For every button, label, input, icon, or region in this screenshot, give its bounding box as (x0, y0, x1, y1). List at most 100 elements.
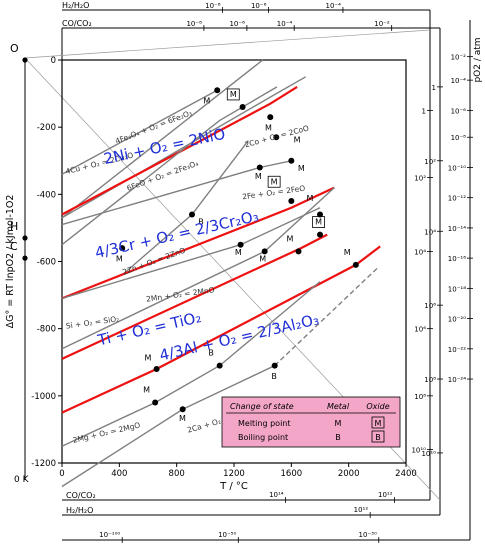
bottom-axis-tick-label: 10⁻³⁰ (359, 531, 377, 539)
series-line (61, 85, 298, 216)
right-axis-tick-label: 10¹⁰ (421, 450, 436, 458)
change-point (295, 248, 302, 255)
legend-row-label: Boiling point (238, 433, 288, 442)
change-point-label: M (203, 97, 210, 106)
bottom-axis-tick-label: 10⁻¹⁰⁰ (99, 531, 120, 539)
change-point-label: M (116, 255, 123, 264)
change-point (288, 198, 295, 205)
legend-header: Metal (327, 402, 350, 411)
axes-layer: 0 400 800 1200 1600 2000 2400 T / °C 0 -200 -400 -6… (5, 1, 483, 543)
legend-oxide-box (371, 416, 385, 429)
top-axis-label: CO/CO₂ (62, 19, 92, 28)
bottom-axis-tick-label: 10¹⁴ (269, 491, 284, 499)
legend-header: Change of state (230, 402, 294, 411)
bottom-axis-tick-label: 10¹² (354, 506, 369, 514)
right-axis-tick-label: 10⁸ (414, 393, 426, 401)
change-point-label: M (307, 194, 314, 203)
change-point-label: M (294, 135, 301, 144)
right-axis-tick-label: 10¹⁰ (411, 447, 426, 455)
series-line (61, 86, 278, 246)
change-point (152, 399, 159, 406)
left-marker-label: H (10, 220, 18, 233)
change-point-label: M (286, 234, 293, 243)
y-tick-label: -200 (37, 123, 56, 133)
top-axis-tick-label: 10⁻⁴ (326, 2, 342, 10)
diagonal-guide-1 (24, 29, 431, 59)
change-point-label: M (344, 248, 351, 257)
legend: Change of state Metal Oxide Melting point M M… (221, 396, 401, 448)
change-point (273, 134, 280, 141)
y-tick-label: -400 (37, 190, 56, 200)
left-marker-dot (22, 235, 28, 241)
left-marker-label: O (10, 42, 19, 55)
y-tick-label: -600 (37, 258, 56, 268)
left-marker-label: C (10, 240, 18, 253)
change-point-label: M (259, 255, 266, 264)
right-axis-tick-label: 1 (432, 84, 436, 92)
right-axis-tick-label: 10⁴ (414, 248, 426, 256)
top-axis-tick-label: 10⁻² (374, 20, 390, 28)
x-tick-label: 400 (111, 469, 127, 479)
kelvin-zero-label: 0 K (14, 475, 30, 485)
change-point-label: B (208, 349, 214, 358)
change-point-label: M (265, 124, 272, 133)
change-point-label: M (179, 414, 186, 423)
bottom-axis-label: H₂/H₂O (66, 506, 93, 515)
right-axis-tick-label: 10⁻⁶ (451, 107, 467, 115)
legend-row-label: Melting point (238, 419, 291, 428)
change-point-label: B (198, 218, 204, 227)
right-axis-tick-label: 10⁴ (424, 228, 436, 236)
right-axis-label: pO2 / atm (473, 37, 483, 82)
top-axis-tick-label: 10⁻⁶ (251, 2, 267, 10)
right-axis-tick-label: 10⁻² (451, 54, 467, 62)
change-point-label: B (271, 372, 277, 381)
right-axis-tick-label: 10⁻¹⁰ (448, 164, 466, 172)
right-axis-tick-label: 10² (424, 158, 436, 166)
x-tick-label: 0 (59, 469, 64, 479)
y-tick-label: 0 (51, 56, 56, 66)
right-axis-tick-label: 10⁻⁸ (451, 134, 467, 142)
legend-metal-symbol: B (335, 433, 341, 442)
series-line (61, 233, 328, 360)
oxide-marker-box (312, 216, 325, 228)
change-point (237, 241, 244, 248)
right-axis-tick-label: 10⁻²⁰ (448, 316, 466, 324)
series-line (61, 281, 321, 447)
y-tick-label: -1200 (31, 459, 56, 469)
series-layer (61, 59, 381, 488)
change-point-label: M (235, 248, 242, 257)
legend-metal-symbol: M (335, 419, 342, 428)
change-point (317, 211, 323, 218)
change-point (214, 87, 221, 94)
change-point-label: M (298, 164, 305, 173)
legend-header: Oxide (366, 402, 389, 411)
x-tick-label: 2000 (338, 469, 360, 479)
change-point (189, 211, 196, 218)
bottom-axis-tick-label: 10¹² (378, 491, 393, 499)
right-axis-tick-label: 10⁶ (424, 302, 436, 310)
change-point (179, 406, 186, 413)
right-axis-tick-label: 10² (414, 175, 426, 183)
oxide-marker-box (226, 88, 240, 101)
right-axis-tick-label: 10⁸ (424, 376, 436, 384)
x-axis-label: T / °C (219, 481, 248, 492)
right-axis-tick-label: 10⁻¹⁸ (448, 285, 466, 293)
top-axis-tick-label: 10⁻⁶ (229, 20, 245, 28)
y-axis-label: ΔG° = RT lnpO2 / kJmol-1O2 (5, 195, 16, 329)
right-axis-tick-label: 10⁻¹⁴ (448, 225, 466, 233)
change-point (317, 231, 323, 238)
bottom-axis-label: CO/CO₂ (66, 491, 96, 500)
series-line (61, 245, 381, 414)
bottom-axis-tick-label: 10⁻⁵⁰ (218, 531, 236, 539)
y-tick-label: -1000 (31, 392, 56, 402)
change-point-label: M (255, 172, 262, 181)
right-axis-tick-label: 10⁶ (414, 326, 426, 334)
change-point-label: M (145, 354, 152, 363)
change-point (352, 261, 359, 268)
x-tick-label: 1200 (223, 469, 245, 479)
change-point-label: M (271, 177, 278, 186)
change-point (256, 164, 263, 171)
change-point (216, 362, 223, 369)
change-point-label: M (143, 385, 150, 394)
